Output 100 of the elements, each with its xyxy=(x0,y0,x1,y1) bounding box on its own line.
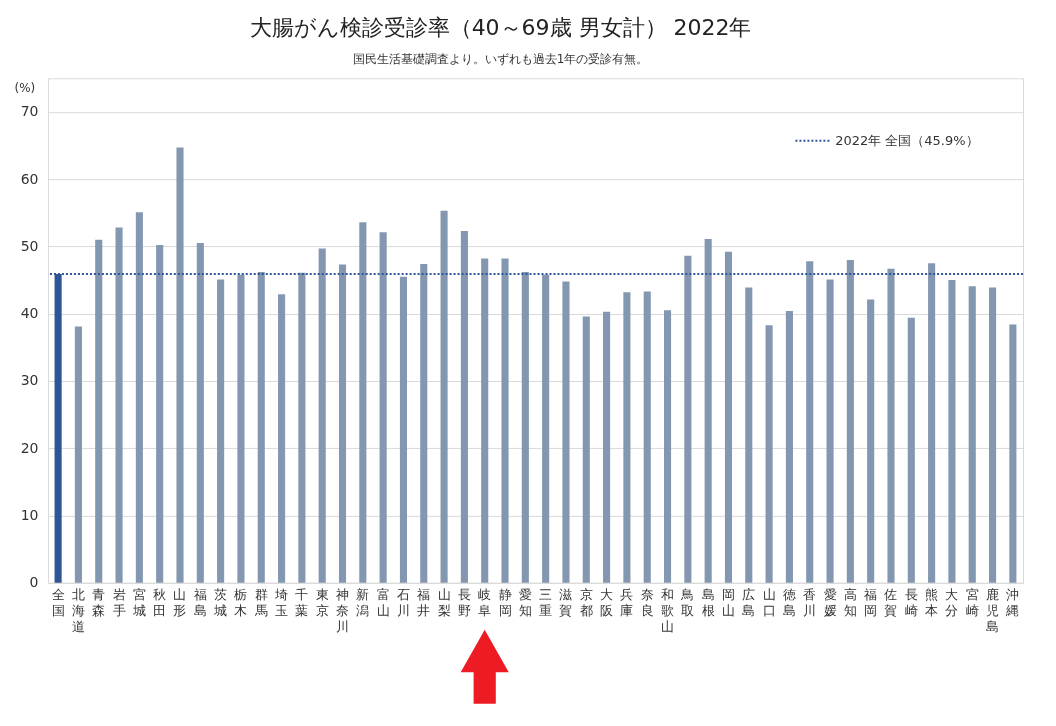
legend-label: 2022年 全国（45.9%） xyxy=(835,132,979,148)
x-tick-label: 石川 xyxy=(396,587,410,619)
x-tick-label: 奈良 xyxy=(640,587,654,619)
bar xyxy=(359,222,367,583)
bar xyxy=(948,280,956,583)
y-tick-label: 70 xyxy=(20,103,39,120)
x-tick-label: 大阪 xyxy=(600,587,614,619)
chart-subtitle: 国民生活基礎調査より。いずれも過去1年の受診有無。 xyxy=(352,52,649,67)
x-tick-label: 兵庫 xyxy=(620,587,634,619)
y-tick-label: 10 xyxy=(20,507,39,524)
bar xyxy=(785,311,793,583)
bar xyxy=(603,311,611,583)
x-tick-label: 秋田 xyxy=(153,587,167,619)
y-tick-label: 0 xyxy=(29,574,39,591)
bar xyxy=(481,258,489,583)
bar xyxy=(643,291,651,583)
bar xyxy=(582,316,590,583)
x-tick-label: 全国 xyxy=(51,587,65,619)
x-tick-label: 沖縄 xyxy=(1005,587,1020,619)
x-tick-label: 埼玉 xyxy=(274,587,289,619)
bar xyxy=(156,245,164,583)
x-tick-label: 岡山 xyxy=(721,587,735,619)
x-tick-label: 群馬 xyxy=(253,587,268,619)
y-tick-label: 40 xyxy=(20,305,39,322)
bar xyxy=(521,272,529,583)
x-tick-label: 宮崎 xyxy=(965,587,979,619)
x-tick-label: 長野 xyxy=(457,587,471,619)
bar xyxy=(846,259,854,583)
x-tick-label: 徳島 xyxy=(782,587,796,619)
bar xyxy=(623,292,631,583)
x-tick-label: 広島 xyxy=(742,587,756,619)
x-tick-label: 福島 xyxy=(193,587,207,619)
x-tick-label: 愛媛 xyxy=(823,587,837,619)
y-tick-label: 60 xyxy=(20,170,39,187)
bar xyxy=(95,239,103,583)
x-tick-label: 島根 xyxy=(701,587,715,619)
x-tick-label: 山口 xyxy=(762,587,776,619)
x-tick-label: 和歌山 xyxy=(661,587,675,635)
x-tick-label: 三重 xyxy=(539,587,553,619)
bar xyxy=(278,294,286,583)
x-tick-label: 宮城 xyxy=(131,587,146,619)
x-tick-label: 富山 xyxy=(376,587,390,619)
bar xyxy=(542,274,550,583)
bar xyxy=(887,268,895,583)
bar xyxy=(176,147,184,583)
x-tick-label: 新潟 xyxy=(356,587,370,619)
bar xyxy=(1009,324,1017,583)
x-tick-label: 滋賀 xyxy=(559,587,573,619)
x-tick-label: 静岡 xyxy=(498,587,512,619)
y-tick-label: 20 xyxy=(20,439,39,456)
x-tick-label: 福井 xyxy=(417,587,431,619)
bar xyxy=(338,264,347,583)
x-tick-label: 佐賀 xyxy=(884,587,898,619)
bar xyxy=(826,279,834,583)
bar xyxy=(257,272,265,583)
x-tick-label: 東京 xyxy=(315,587,329,619)
bar xyxy=(562,281,570,583)
x-tick-label: 鳥取 xyxy=(680,587,695,619)
bar xyxy=(379,232,387,583)
x-tick-label: 京都 xyxy=(579,587,593,619)
bar xyxy=(928,263,936,583)
bar xyxy=(907,317,915,583)
bar xyxy=(968,286,976,583)
bar xyxy=(318,248,326,583)
bar xyxy=(115,227,123,583)
y-tick-label: 30 xyxy=(20,372,39,389)
bar xyxy=(135,212,143,583)
bar xyxy=(237,274,245,583)
bar xyxy=(745,287,753,583)
bar xyxy=(724,251,733,583)
x-tick-label: 栃木 xyxy=(234,587,248,619)
x-tick-label: 高知 xyxy=(843,587,857,619)
x-tick-label: 熊本 xyxy=(925,587,939,619)
x-tick-label: 大分 xyxy=(945,587,959,619)
x-tick-label: 鹿児島 xyxy=(986,587,1000,635)
x-tick-label: 香川 xyxy=(803,587,817,619)
bar xyxy=(501,258,509,583)
y-axis-title: (%) xyxy=(14,80,36,95)
bar xyxy=(420,263,428,583)
bar xyxy=(663,310,672,583)
x-tick-label: 岩手 xyxy=(112,587,126,619)
bar xyxy=(196,243,204,583)
x-tick-label: 千葉 xyxy=(295,587,309,619)
x-tick-label: 神奈川 xyxy=(336,587,350,635)
chart-title: 大腸がん検診受診率（40～69歳 男女計） 2022年 xyxy=(249,15,752,41)
bar xyxy=(298,272,306,583)
x-tick-label: 愛知 xyxy=(518,587,532,619)
x-tick-label: 山形 xyxy=(173,587,187,619)
bar xyxy=(399,276,408,583)
bar xyxy=(765,325,773,583)
bar xyxy=(440,210,448,583)
bar xyxy=(74,326,82,583)
bar xyxy=(806,261,814,583)
x-tick-label: 長崎 xyxy=(904,587,918,619)
bar xyxy=(460,230,468,583)
y-tick-label: 50 xyxy=(20,237,39,254)
x-tick-label: 山梨 xyxy=(437,587,451,619)
bar xyxy=(217,279,225,583)
bar xyxy=(684,255,692,583)
x-tick-label: 福岡 xyxy=(864,587,878,619)
